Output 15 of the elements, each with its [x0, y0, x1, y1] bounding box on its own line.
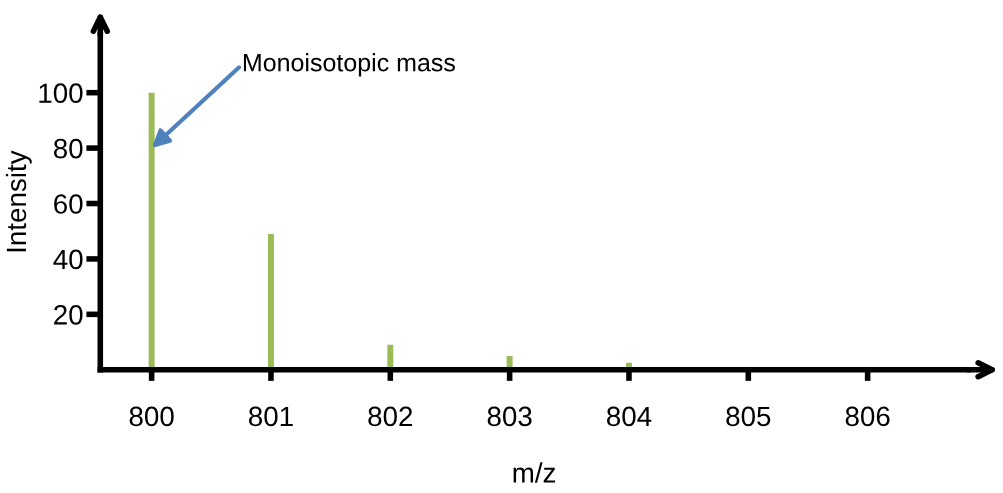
x-tick-label: 806 [845, 406, 890, 427]
y-axis-title: Intensity [5, 150, 32, 252]
y-tick-label: 80 [53, 138, 83, 159]
x-tick-label: 800 [129, 406, 174, 427]
x-axis-title: m/z [513, 462, 556, 483]
y-tick-label: 20 [54, 305, 83, 325]
y-tick-label: 40 [53, 249, 83, 270]
x-tick-label: 802 [368, 406, 413, 427]
x-tick-label: 804 [607, 406, 652, 427]
y-tick-label: 100 [39, 83, 83, 104]
annotation: Monoisotopic mass [243, 53, 455, 77]
x-tick-label: 801 [248, 406, 293, 427]
x-tick-label: 803 [487, 406, 532, 427]
y-tick-label: 60 [54, 194, 83, 214]
x-tick-label: 805 [726, 406, 771, 427]
